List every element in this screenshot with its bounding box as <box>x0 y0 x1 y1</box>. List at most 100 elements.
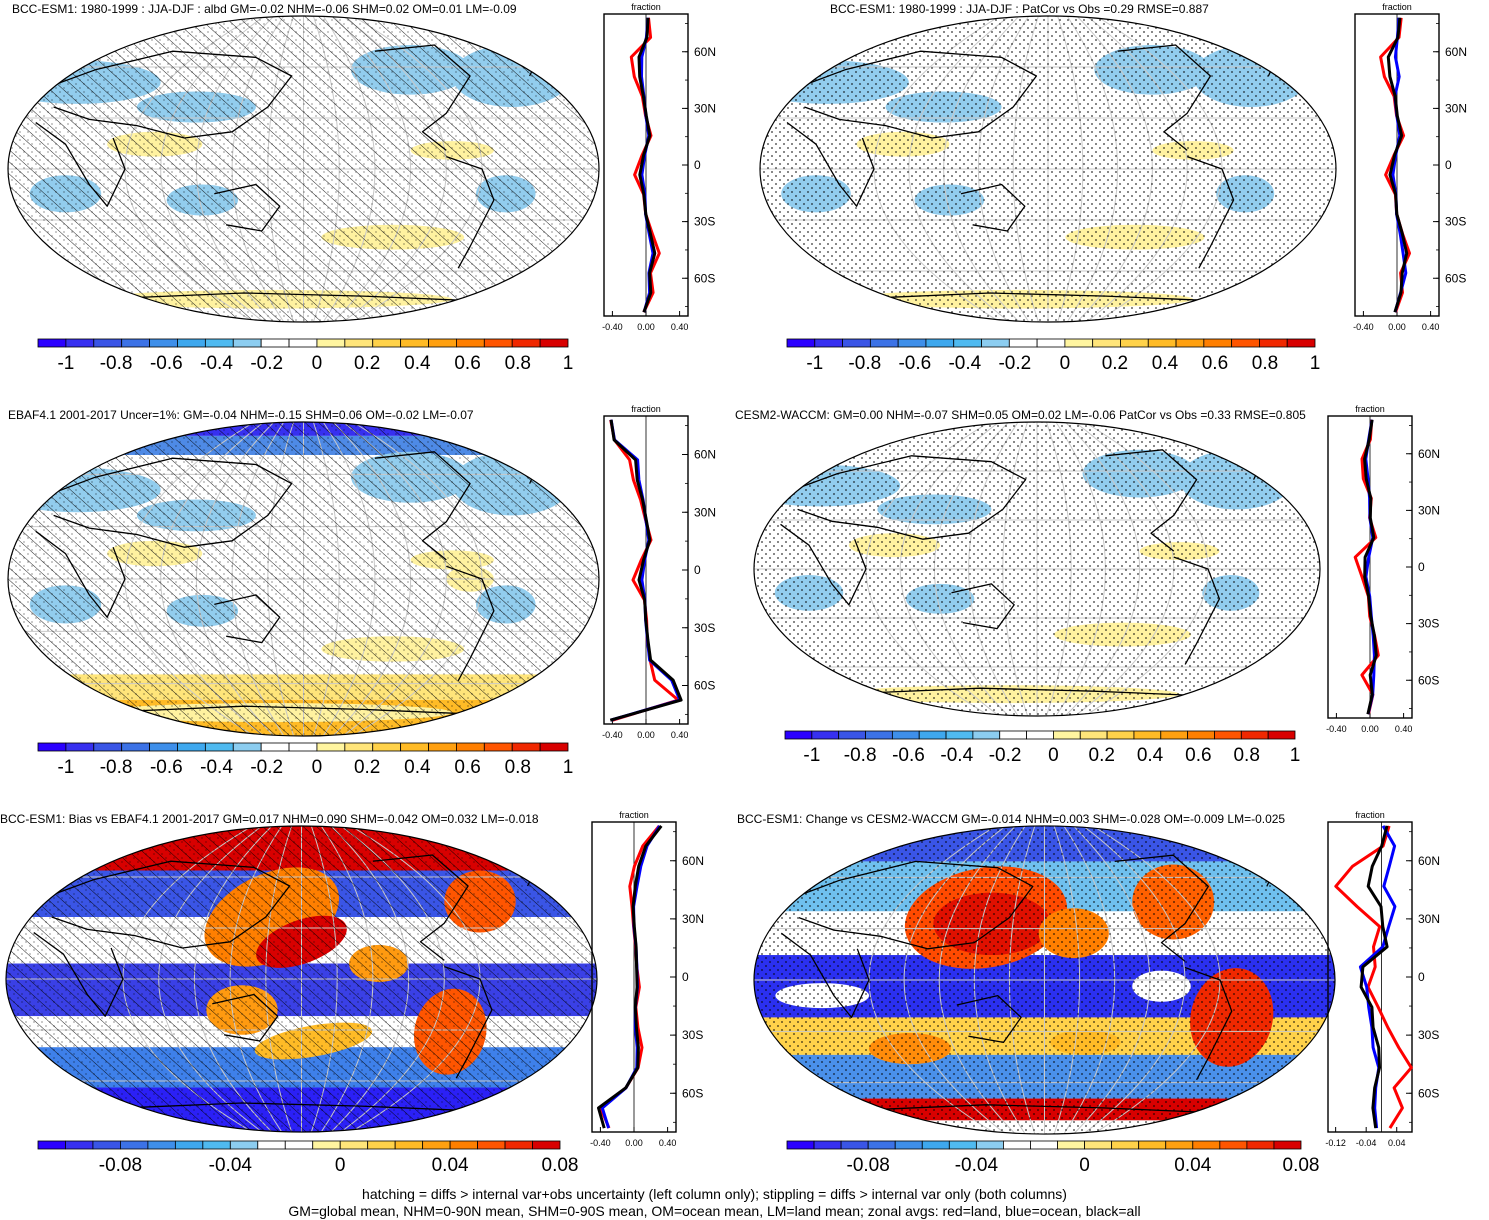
colorbar-tick-label: -0.4 <box>940 745 973 766</box>
colorbar-swatch <box>121 742 150 752</box>
zonal-ytick-label: 30S <box>694 621 715 635</box>
colorbar-tick-label: 0 <box>1060 353 1071 374</box>
colorbar-tick-label: -0.2 <box>989 745 1022 766</box>
colorbar-swatch <box>867 1140 896 1150</box>
map-outline <box>7 421 600 737</box>
zonal-ytick-label: 60S <box>1445 271 1466 285</box>
panel-6-zonal-plot: fraction 60N 30N 0 30S 60S -0.12 -0.04 0.04 <box>1325 810 1440 1148</box>
colorbar-swatch <box>1219 1140 1248 1150</box>
colorbar-tick-label: -0.2 <box>250 757 283 778</box>
zonal-ytick-label: 60N <box>1418 447 1440 461</box>
zonal-xtick-label: -0.04 <box>1356 1138 1377 1148</box>
colorbar-swatch <box>891 730 920 740</box>
colorbar-swatch <box>921 1140 950 1150</box>
colorbar-swatch <box>174 1140 204 1150</box>
colorbar-swatch <box>400 338 429 348</box>
zonal-ytick-label: 60N <box>694 45 716 59</box>
zonal-xtick-label: 0.40 <box>1395 724 1413 734</box>
colorbar-swatch <box>948 1140 977 1150</box>
colorbar-swatch <box>204 338 234 348</box>
colorbar-swatch <box>1240 730 1269 740</box>
zonal-title: fraction <box>631 2 661 12</box>
colorbar-swatch <box>981 338 1010 348</box>
colorbar-tick-label: -0.4 <box>200 353 233 374</box>
colorbar-swatch <box>93 742 123 752</box>
zonal-ytick-label: 30S <box>694 215 715 229</box>
colorbar-swatch <box>1273 1140 1302 1150</box>
colorbar-swatch <box>539 338 569 348</box>
colorbar-tick-label: 0.4 <box>1137 745 1164 766</box>
colorbar-swatch <box>37 338 67 348</box>
zonal-ytick-label: 60S <box>694 679 715 693</box>
colorbar-swatch <box>428 742 457 752</box>
zonal-xtick-label: -0.40 <box>602 322 623 332</box>
colorbar-tick-label: 0 <box>1079 1155 1090 1176</box>
colorbar-swatch <box>1246 1140 1275 1150</box>
colorbar-swatch <box>372 742 402 752</box>
zonal-ytick-label: 0 <box>1418 560 1425 574</box>
colorbar-swatch <box>1036 338 1066 348</box>
colorbar-swatch <box>1192 1140 1221 1150</box>
colorbar-swatch <box>1079 730 1108 740</box>
zonal-xtick-label: 0.00 <box>637 322 655 332</box>
colorbar-tick-label: 1 <box>1290 745 1301 766</box>
map-outline <box>7 15 600 323</box>
zonal-ytick-label: 60N <box>694 448 716 462</box>
zonal-xtick-label: 0.40 <box>671 730 689 740</box>
colorbar-swatch <box>1092 338 1121 348</box>
colorbar-swatch <box>288 338 318 348</box>
colorbar-swatch <box>838 730 866 740</box>
colorbar-swatch <box>1008 338 1038 348</box>
panel-6-title: BCC-ESM1: Change vs CESM2-WACCM GM=-0.01… <box>737 812 1286 826</box>
zonal-series-line <box>1359 825 1389 1129</box>
colorbar-tick-label: -0.2 <box>998 353 1031 374</box>
colorbar-swatch <box>288 742 318 752</box>
panel-5-zonal-plot: fraction 60N 30N 0 30S 60S -0.40 0.00 0.40 <box>590 810 704 1148</box>
colorbar-tick-label: 0 <box>1048 745 1059 766</box>
colorbar-swatch <box>232 338 262 348</box>
colorbar-tick-label: 0.8 <box>505 757 531 778</box>
colorbar-tick-label: -0.8 <box>100 757 133 778</box>
colorbar-swatch <box>1106 730 1135 740</box>
colorbar-swatch <box>1003 1140 1031 1150</box>
colorbar-tick-label: 0.04 <box>432 1155 469 1176</box>
colorbar-swatch <box>422 1140 451 1150</box>
colorbar-swatch <box>316 742 346 752</box>
panel-3-colorbar: -1 -0.8 -0.6 -0.4 -0.2 0 0.2 0.4 0.6 0.8 1 <box>37 742 573 778</box>
colorbar-swatch <box>1026 730 1054 740</box>
map-outline <box>759 15 1337 323</box>
zonal-ytick-label: 30S <box>1445 215 1466 229</box>
colorbar-swatch <box>811 730 840 740</box>
stippling-overlay <box>6 825 597 1133</box>
zonal-ytick-label: 0 <box>694 158 701 172</box>
panel-1-colorbar: -1 -0.8 -0.6 -0.4 -0.2 0 0.2 0.4 0.6 0.8 1 <box>37 338 573 374</box>
colorbar-tick-label: -0.4 <box>200 757 233 778</box>
map-outline <box>753 825 1336 1135</box>
panel-2-colorbar: -1 -0.8 -0.6 -0.4 -0.2 0 0.2 0.4 0.6 0.8 1 <box>786 338 1320 374</box>
colorbar-swatch <box>344 338 374 348</box>
zonal-series-line <box>597 824 663 1129</box>
colorbar-tick-label: 0.6 <box>1202 353 1228 374</box>
colorbar-swatch <box>786 1140 815 1150</box>
colorbar-swatch <box>1203 338 1233 348</box>
zonal-xtick-label: 0.00 <box>1361 724 1379 734</box>
colorbar-swatch <box>897 338 927 348</box>
colorbar-tick-label: 0.6 <box>1185 745 1211 766</box>
colorbar-swatch <box>177 338 206 348</box>
zonal-ytick-label: 60N <box>1445 45 1467 59</box>
zonal-series-line <box>1334 825 1413 1129</box>
colorbar-swatch <box>894 1140 923 1150</box>
colorbar-swatch <box>1111 1140 1140 1150</box>
zonal-xtick-label: 0.00 <box>1388 322 1406 332</box>
zonal-ytick-label: 60S <box>1418 1086 1439 1100</box>
colorbar-swatch <box>257 1140 286 1150</box>
colorbar-swatch <box>37 1140 66 1150</box>
colorbar-swatch <box>477 1140 506 1150</box>
panel-3-title: EBAF4.1 2001-2017 Uncer=1%: GM=-0.04 NHM… <box>8 408 474 422</box>
map-outline <box>5 825 598 1133</box>
panel-1-map <box>7 15 600 323</box>
colorbar-tick-label: 0.4 <box>1152 353 1179 374</box>
colorbar-swatch <box>1120 338 1149 348</box>
colorbar-tick-label: -1 <box>57 353 74 374</box>
zonal-ytick-label: 60N <box>1418 854 1440 868</box>
